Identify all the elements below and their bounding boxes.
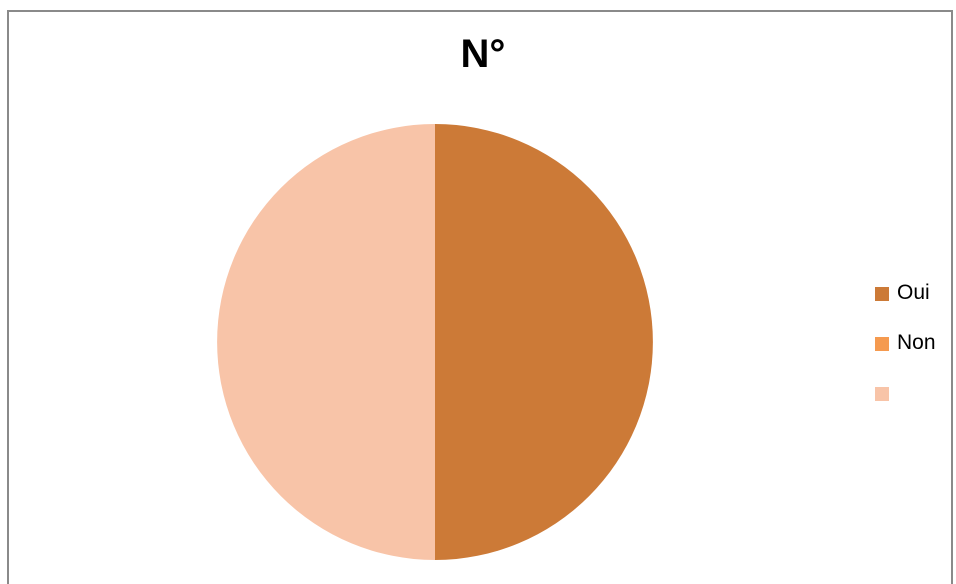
legend-swatch <box>875 387 889 401</box>
pie-slice-oui <box>435 124 653 560</box>
legend-swatch <box>875 337 889 351</box>
chart-title: N° <box>460 32 506 76</box>
legend-swatch <box>875 287 889 301</box>
legend-label: Oui <box>897 281 930 304</box>
pie-slice-blank <box>217 124 435 560</box>
legend-label: Non <box>897 331 936 354</box>
